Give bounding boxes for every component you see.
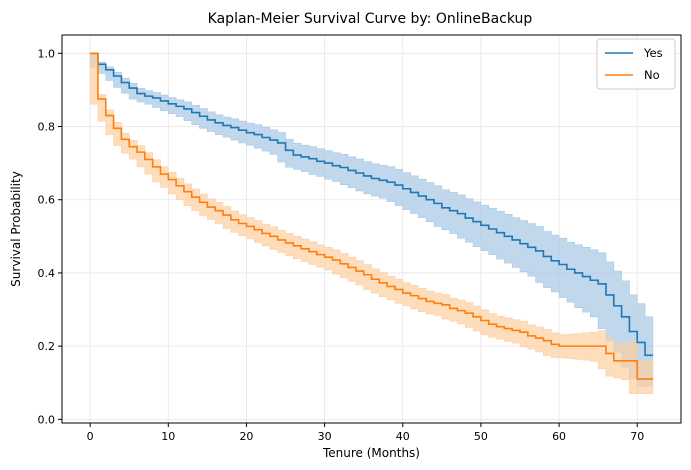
confidence-bands <box>89 53 654 395</box>
x-axis-ticks: 0 10 20 30 40 50 60 70 <box>87 423 644 443</box>
y-tick-label: 0.4 <box>38 267 56 280</box>
legend-label-no: No <box>644 68 660 82</box>
ci-band-no <box>89 53 654 395</box>
y-axis-label: Survival Probability <box>9 171 23 287</box>
y-tick-label: 1.0 <box>38 47 56 60</box>
y-tick-label: 0.2 <box>38 340 56 353</box>
legend: Yes No <box>596 38 676 90</box>
x-tick-label: 0 <box>87 430 94 443</box>
y-axis-ticks: 0.0 0.2 0.4 0.6 0.8 1.0 <box>38 47 62 426</box>
x-tick-label: 60 <box>552 430 566 443</box>
x-tick-label: 50 <box>474 430 488 443</box>
y-tick-label: 0.6 <box>38 194 56 207</box>
survival-line-no <box>90 52 653 380</box>
ci-band-yes <box>89 53 654 387</box>
x-tick-label: 20 <box>239 430 253 443</box>
x-axis-label: Tenure (Months) <box>322 446 420 460</box>
survival-line-yes <box>90 52 653 357</box>
legend-label-yes: Yes <box>643 46 663 60</box>
x-tick-label: 30 <box>318 430 332 443</box>
legend-frame <box>596 38 676 90</box>
x-tick-label: 70 <box>630 430 644 443</box>
survival-lines <box>90 52 653 380</box>
x-tick-label: 40 <box>396 430 410 443</box>
y-tick-label: 0.8 <box>38 121 56 134</box>
chart-title: Kaplan-Meier Survival Curve by: OnlineBa… <box>208 11 533 27</box>
x-tick-label: 10 <box>161 430 175 443</box>
plot-frame <box>61 34 682 424</box>
y-tick-label: 0.0 <box>38 413 56 426</box>
